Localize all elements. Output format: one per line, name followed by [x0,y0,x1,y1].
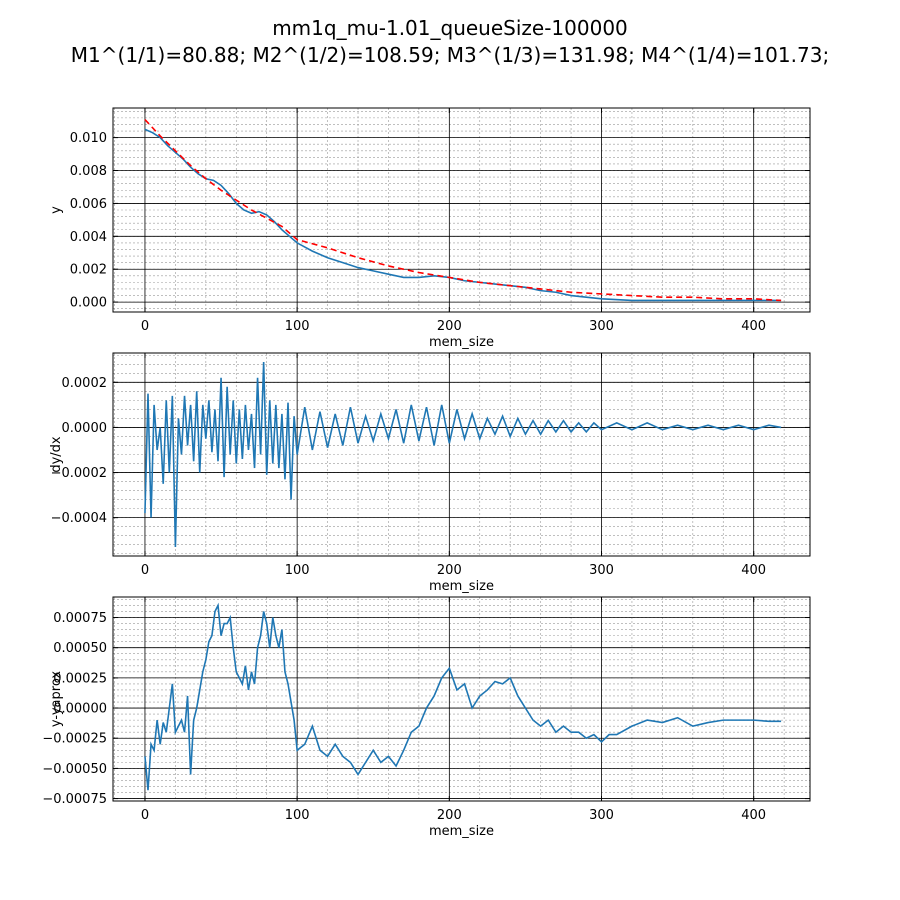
y-tick-label: 0.000 [70,296,107,311]
x-tick-label: 300 [589,319,614,334]
y-tick-label: 0.0000 [62,421,108,436]
y-tick-label: −0.00075 [42,792,107,807]
y-tick-label: 0.008 [70,164,107,179]
x-tick-label: 100 [285,319,310,334]
x-tick-label: 400 [741,319,766,334]
y-axis-label: y-yaprox [49,671,64,727]
chart-3: 0 100 200 300 400 −0.00075 −0.00050 −0.00025 0.0… [42,596,811,839]
y-tick-label: −0.00050 [42,762,107,777]
figure-title-line2: M1^(1/1)=80.88; M2^(1/2)=108.59; M3^(1/3… [70,43,830,67]
x-axis-label: mem_size [429,335,494,350]
x-tick-label: 0 [141,808,149,823]
y-tick-label: 0.00050 [53,641,107,656]
y-tick-label: 0.004 [70,230,107,245]
y-tick-label: 0.00000 [53,702,107,717]
x-tick-label: 400 [741,808,766,823]
x-tick-label: 300 [589,563,614,578]
x-tick-label: 100 [285,563,310,578]
y-tick-label: −0.00025 [42,732,107,747]
x-tick-label: 200 [437,808,462,823]
x-tick-label: 300 [589,808,614,823]
x-axis-label: mem_size [429,579,494,594]
x-tick-label: 0 [141,319,149,334]
chart-3-series-1-line [144,602,782,791]
chart-2: 0 100 200 300 400 −0.0004 −0.0002 0.0000 0.0002 m… [49,352,811,594]
y-tick-label: 0.00025 [53,671,107,686]
x-tick-label: 100 [285,808,310,823]
y-axis-label: y [49,206,64,214]
axes-frame [112,596,811,802]
x-tick-label: 200 [437,319,462,334]
axes-frame [112,107,811,313]
y-tick-label: 0.0002 [62,376,108,391]
y-axis-label: dy/dx [49,436,64,473]
x-axis-label: mem_size [429,824,494,839]
axes-frame [112,352,811,557]
chart-1: 0 100 200 300 400 0.000 0.002 0.004 0.006 0.008 0.… [49,107,811,350]
chart-1-series-1-line [144,128,782,302]
x-tick-label: 400 [741,563,766,578]
y-tick-label: 0.006 [70,197,107,212]
y-tick-label: −0.0004 [51,511,107,526]
chart-1-series-2-line [144,118,782,302]
y-tick-label: 0.00075 [53,611,107,626]
y-tick-label: 0.010 [70,131,107,146]
x-tick-label: 200 [437,563,462,578]
chart-2-series-1-line [144,361,782,547]
figure-title-line1: mm1q_mu-1.01_queueSize-100000 [272,16,628,40]
y-tick-label: 0.002 [70,263,107,278]
y-tick-label: −0.0002 [51,466,107,481]
x-tick-label: 0 [141,563,149,578]
